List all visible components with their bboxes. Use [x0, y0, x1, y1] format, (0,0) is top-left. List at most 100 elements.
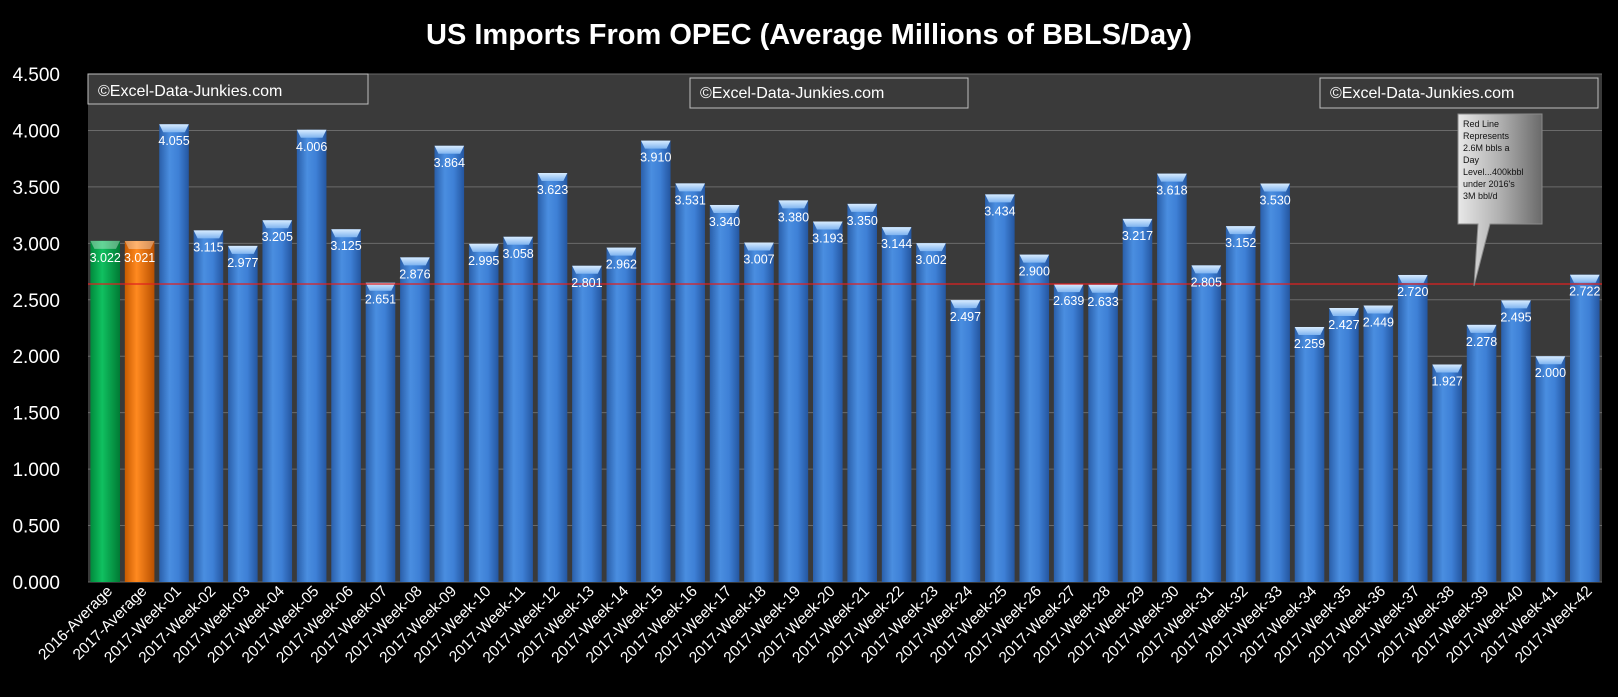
- bar-cap: [331, 229, 361, 238]
- bar-body: [640, 140, 671, 583]
- bar-body: [709, 204, 740, 582]
- y-tick-label: 1.000: [12, 460, 60, 481]
- bar-body: [1432, 364, 1462, 582]
- data-label: 3.864: [434, 156, 465, 170]
- bar: [812, 221, 843, 582]
- bar-body: [124, 240, 155, 583]
- bar-cap: [1294, 326, 1325, 335]
- bar: [503, 236, 533, 583]
- y-tick-label: 2.500: [12, 291, 60, 312]
- bar-body: [1122, 218, 1153, 583]
- bar-cap: [675, 183, 705, 192]
- bar: [1501, 300, 1531, 582]
- data-label: 3.380: [778, 210, 809, 224]
- y-tick-label: 4.000: [12, 121, 60, 142]
- bar-body: [1569, 274, 1600, 582]
- bar: [228, 245, 258, 582]
- bar-body: [916, 243, 946, 583]
- bar-cap: [572, 265, 602, 274]
- bar-cap: [985, 194, 1015, 203]
- bar: [778, 200, 809, 583]
- bar-cap: [847, 203, 878, 212]
- bar-cap: [1122, 218, 1153, 227]
- y-axis-tick-labels: 0.000 0.500 1.000 1.500 2.000 2.500 3.000 3.500…: [12, 65, 60, 594]
- data-label: 4.055: [158, 134, 189, 148]
- bar-body: [1157, 173, 1187, 582]
- data-label: 2.876: [399, 267, 430, 281]
- watermark-text: ©Excel-Data-Junkies.com: [700, 85, 884, 102]
- bar: [640, 140, 671, 583]
- watermark-box-left: ©Excel-Data-Junkies.com: [87, 73, 369, 105]
- bar: [1088, 284, 1118, 582]
- data-label: 3.350: [847, 214, 878, 228]
- callout-line: Red Line: [1463, 119, 1499, 129]
- data-label: 3.531: [675, 193, 706, 207]
- bar: [262, 220, 293, 583]
- bar-cap: [503, 236, 533, 245]
- bar-cap: [1191, 265, 1222, 274]
- bar: [159, 124, 189, 582]
- watermark-group: ©Excel-Data-Junkies.com ©Excel-Data-Junk…: [87, 73, 1599, 109]
- bar: [950, 300, 981, 582]
- bar-cap: [881, 227, 912, 236]
- bar-cap: [262, 220, 293, 229]
- bar-body: [1294, 326, 1325, 582]
- data-label: 3.022: [90, 251, 121, 265]
- bar-body: [90, 240, 121, 582]
- bar: [1432, 364, 1462, 582]
- data-label: 4.006: [296, 140, 327, 154]
- bar: [744, 242, 774, 583]
- bar-cap: [950, 300, 981, 309]
- bar-cap: [1432, 364, 1462, 373]
- bar-body: [1535, 356, 1566, 582]
- data-label: 3.058: [502, 247, 533, 261]
- data-label: 2.995: [468, 254, 499, 268]
- bar-cap: [90, 240, 121, 249]
- bar-body: [228, 245, 258, 582]
- bar-body: [296, 129, 327, 583]
- y-tick-label: 2.000: [12, 347, 60, 368]
- data-label: 2.427: [1328, 318, 1359, 332]
- data-label: 3.125: [330, 239, 361, 253]
- bar-cap: [744, 242, 774, 251]
- bar-cap: [1225, 226, 1256, 235]
- bar-body: [1191, 265, 1222, 582]
- data-label: 3.340: [709, 215, 740, 229]
- bar: [90, 240, 121, 582]
- bar-body: [193, 230, 224, 582]
- bar: [1329, 308, 1359, 582]
- bar: [193, 230, 224, 582]
- data-label: 3.002: [915, 253, 946, 267]
- data-label: 2.720: [1397, 285, 1428, 299]
- annotation-callout: Red Line Represents 2.6M bbls a Day Level...…: [1457, 113, 1543, 287]
- data-label: 3.910: [640, 151, 671, 165]
- callout-line: Level...400kbbl: [1463, 167, 1524, 177]
- bar-body: [675, 183, 705, 582]
- bar-body: [881, 227, 912, 582]
- data-label: 2.900: [1019, 265, 1050, 279]
- bar-body: [400, 257, 430, 582]
- bar: [1535, 356, 1566, 582]
- bar-body: [1501, 300, 1531, 582]
- bar-cap: [296, 129, 327, 138]
- y-tick-label: 3.000: [12, 234, 60, 255]
- bar: [296, 129, 327, 583]
- data-label: 3.021: [124, 251, 155, 265]
- bar: [331, 229, 361, 582]
- bar-body: [778, 200, 809, 583]
- bar-cap: [1397, 274, 1428, 283]
- bar-body: [606, 247, 637, 582]
- data-label: 3.217: [1122, 229, 1153, 243]
- data-label: 3.623: [537, 183, 568, 197]
- bar: [1466, 324, 1497, 582]
- bar-body: [1363, 305, 1394, 582]
- bar: [1569, 274, 1600, 582]
- callout-line: under 2016's: [1463, 179, 1515, 189]
- bar-body: [1088, 284, 1118, 582]
- bar: [606, 247, 637, 582]
- y-tick-label: 3.500: [12, 178, 60, 199]
- bar: [468, 243, 499, 583]
- bar-body: [1397, 274, 1428, 582]
- bar: [881, 227, 912, 582]
- bar-cap: [124, 240, 155, 249]
